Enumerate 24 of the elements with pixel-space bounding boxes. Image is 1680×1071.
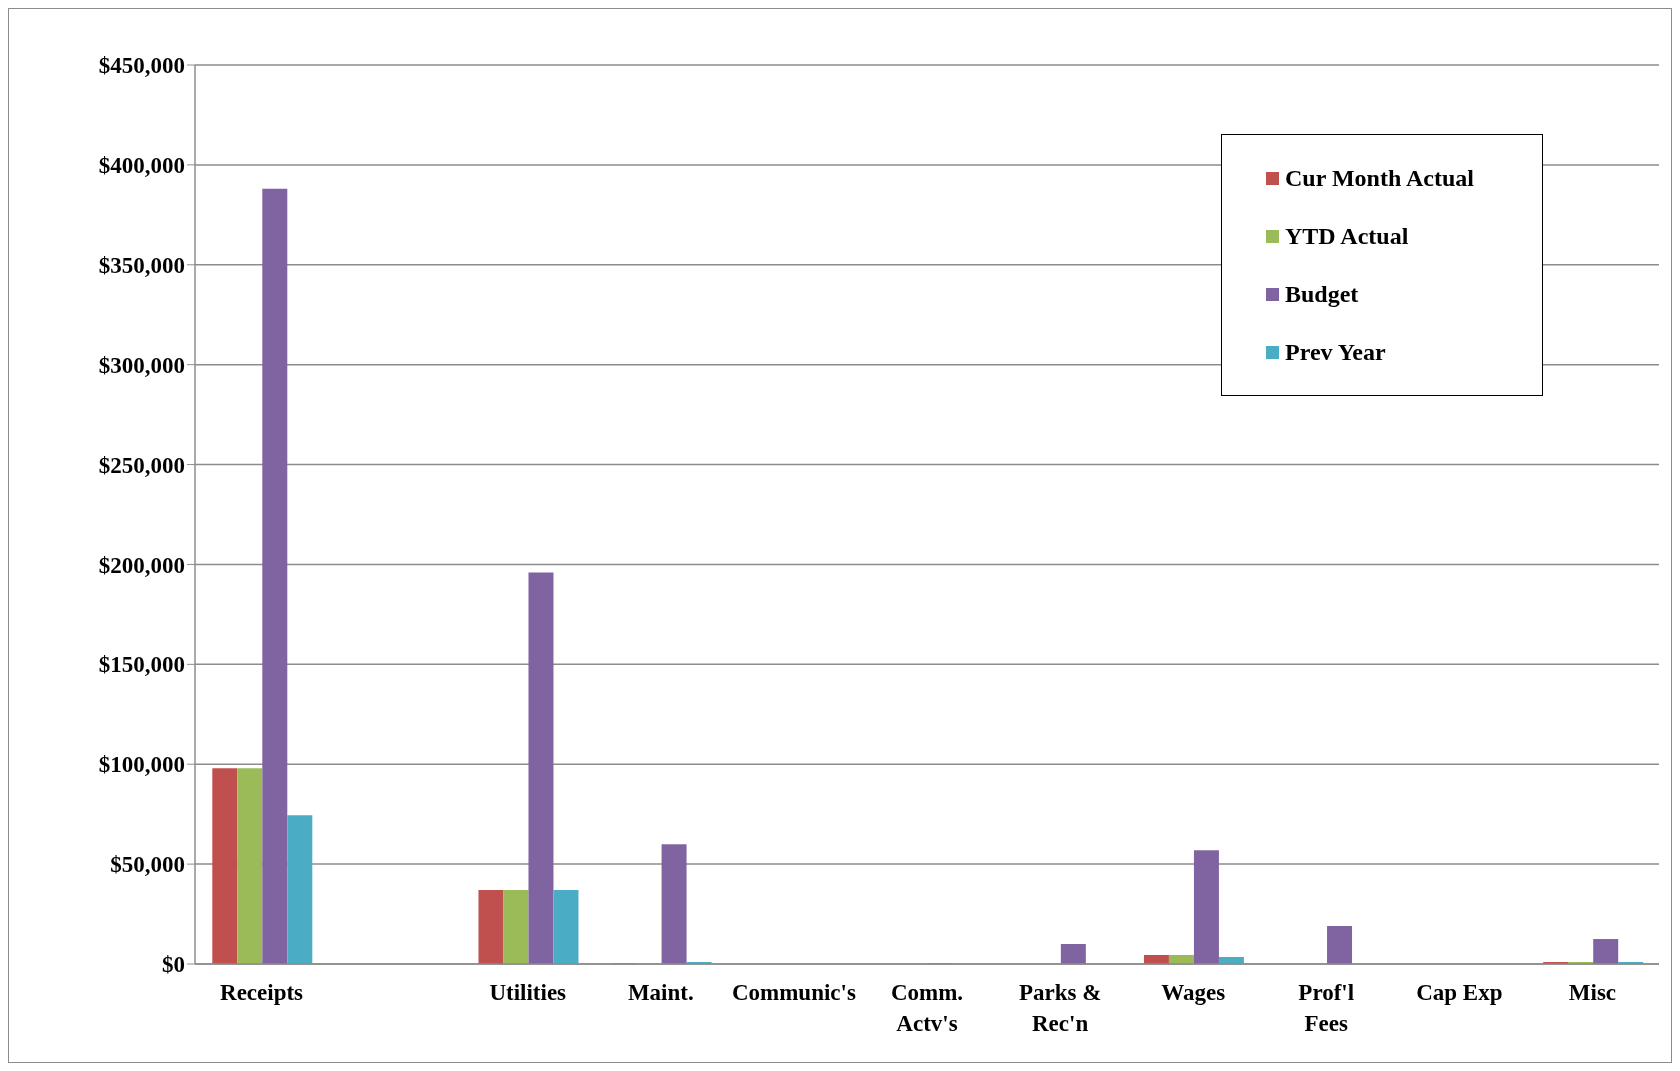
x-tick-label: Prof'l Fees [1298, 980, 1355, 1036]
legend-label: Cur Month Actual [1285, 164, 1474, 192]
legend-label: Prev Year [1285, 338, 1386, 366]
y-tick-label: $50,000 [110, 852, 185, 878]
y-tick-label: $300,000 [98, 352, 185, 378]
x-tick-label: Parks & Rec'n [1018, 980, 1102, 1036]
x-tick-label: Communic's [731, 980, 856, 1005]
x-tick-label: Wages [1161, 980, 1226, 1005]
x-tick-label: Comm. Actv's [890, 980, 964, 1036]
y-tick-label: $200,000 [98, 552, 185, 578]
x-tick-label: Misc [1568, 980, 1617, 1005]
y-tick-label: $400,000 [98, 153, 185, 179]
x-tick-label: Cap Exp [1416, 980, 1503, 1005]
y-tick-label: $100,000 [98, 752, 185, 778]
y-tick-label: $150,000 [98, 652, 185, 678]
y-tick-label: $250,000 [98, 452, 185, 478]
y-tick-label: $450,000 [98, 53, 185, 79]
x-tick-label: Utilities [489, 980, 567, 1005]
y-tick-label: $350,000 [98, 252, 185, 278]
legend-label: YTD Actual [1285, 222, 1409, 250]
x-tick-label: Receipts [220, 980, 304, 1005]
x-tick-label: Maint. [627, 980, 694, 1005]
y-tick-label: $0 [162, 952, 185, 978]
legend-label: Budget [1285, 280, 1359, 308]
